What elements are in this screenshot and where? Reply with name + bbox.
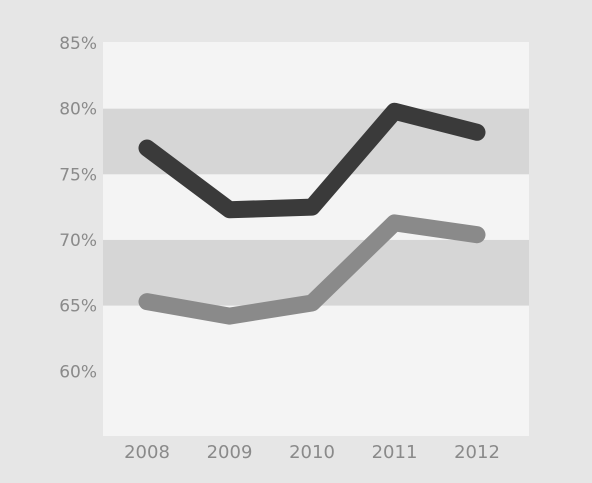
y-tick-label: 85% xyxy=(59,34,97,54)
x-axis: 2008 2009 2010 2011 2012 xyxy=(124,442,500,463)
series-lines xyxy=(138,102,486,325)
x-tick-label: 2008 xyxy=(124,442,170,463)
y-tick-label: 65% xyxy=(59,297,97,317)
y-axis: 85% 80% 75% 70% 65% 60% xyxy=(59,34,97,382)
grid-bands xyxy=(103,108,529,306)
x-tick-label: 2010 xyxy=(289,442,335,463)
x-tick-label: 2009 xyxy=(207,442,253,463)
y-tick-label: 70% xyxy=(59,231,97,251)
x-tick-label: 2011 xyxy=(372,442,418,463)
x-tick-label: 2012 xyxy=(454,442,500,463)
y-tick-label: 75% xyxy=(59,165,97,185)
y-tick-label: 80% xyxy=(59,100,97,120)
y-tick-label: 60% xyxy=(59,362,97,382)
